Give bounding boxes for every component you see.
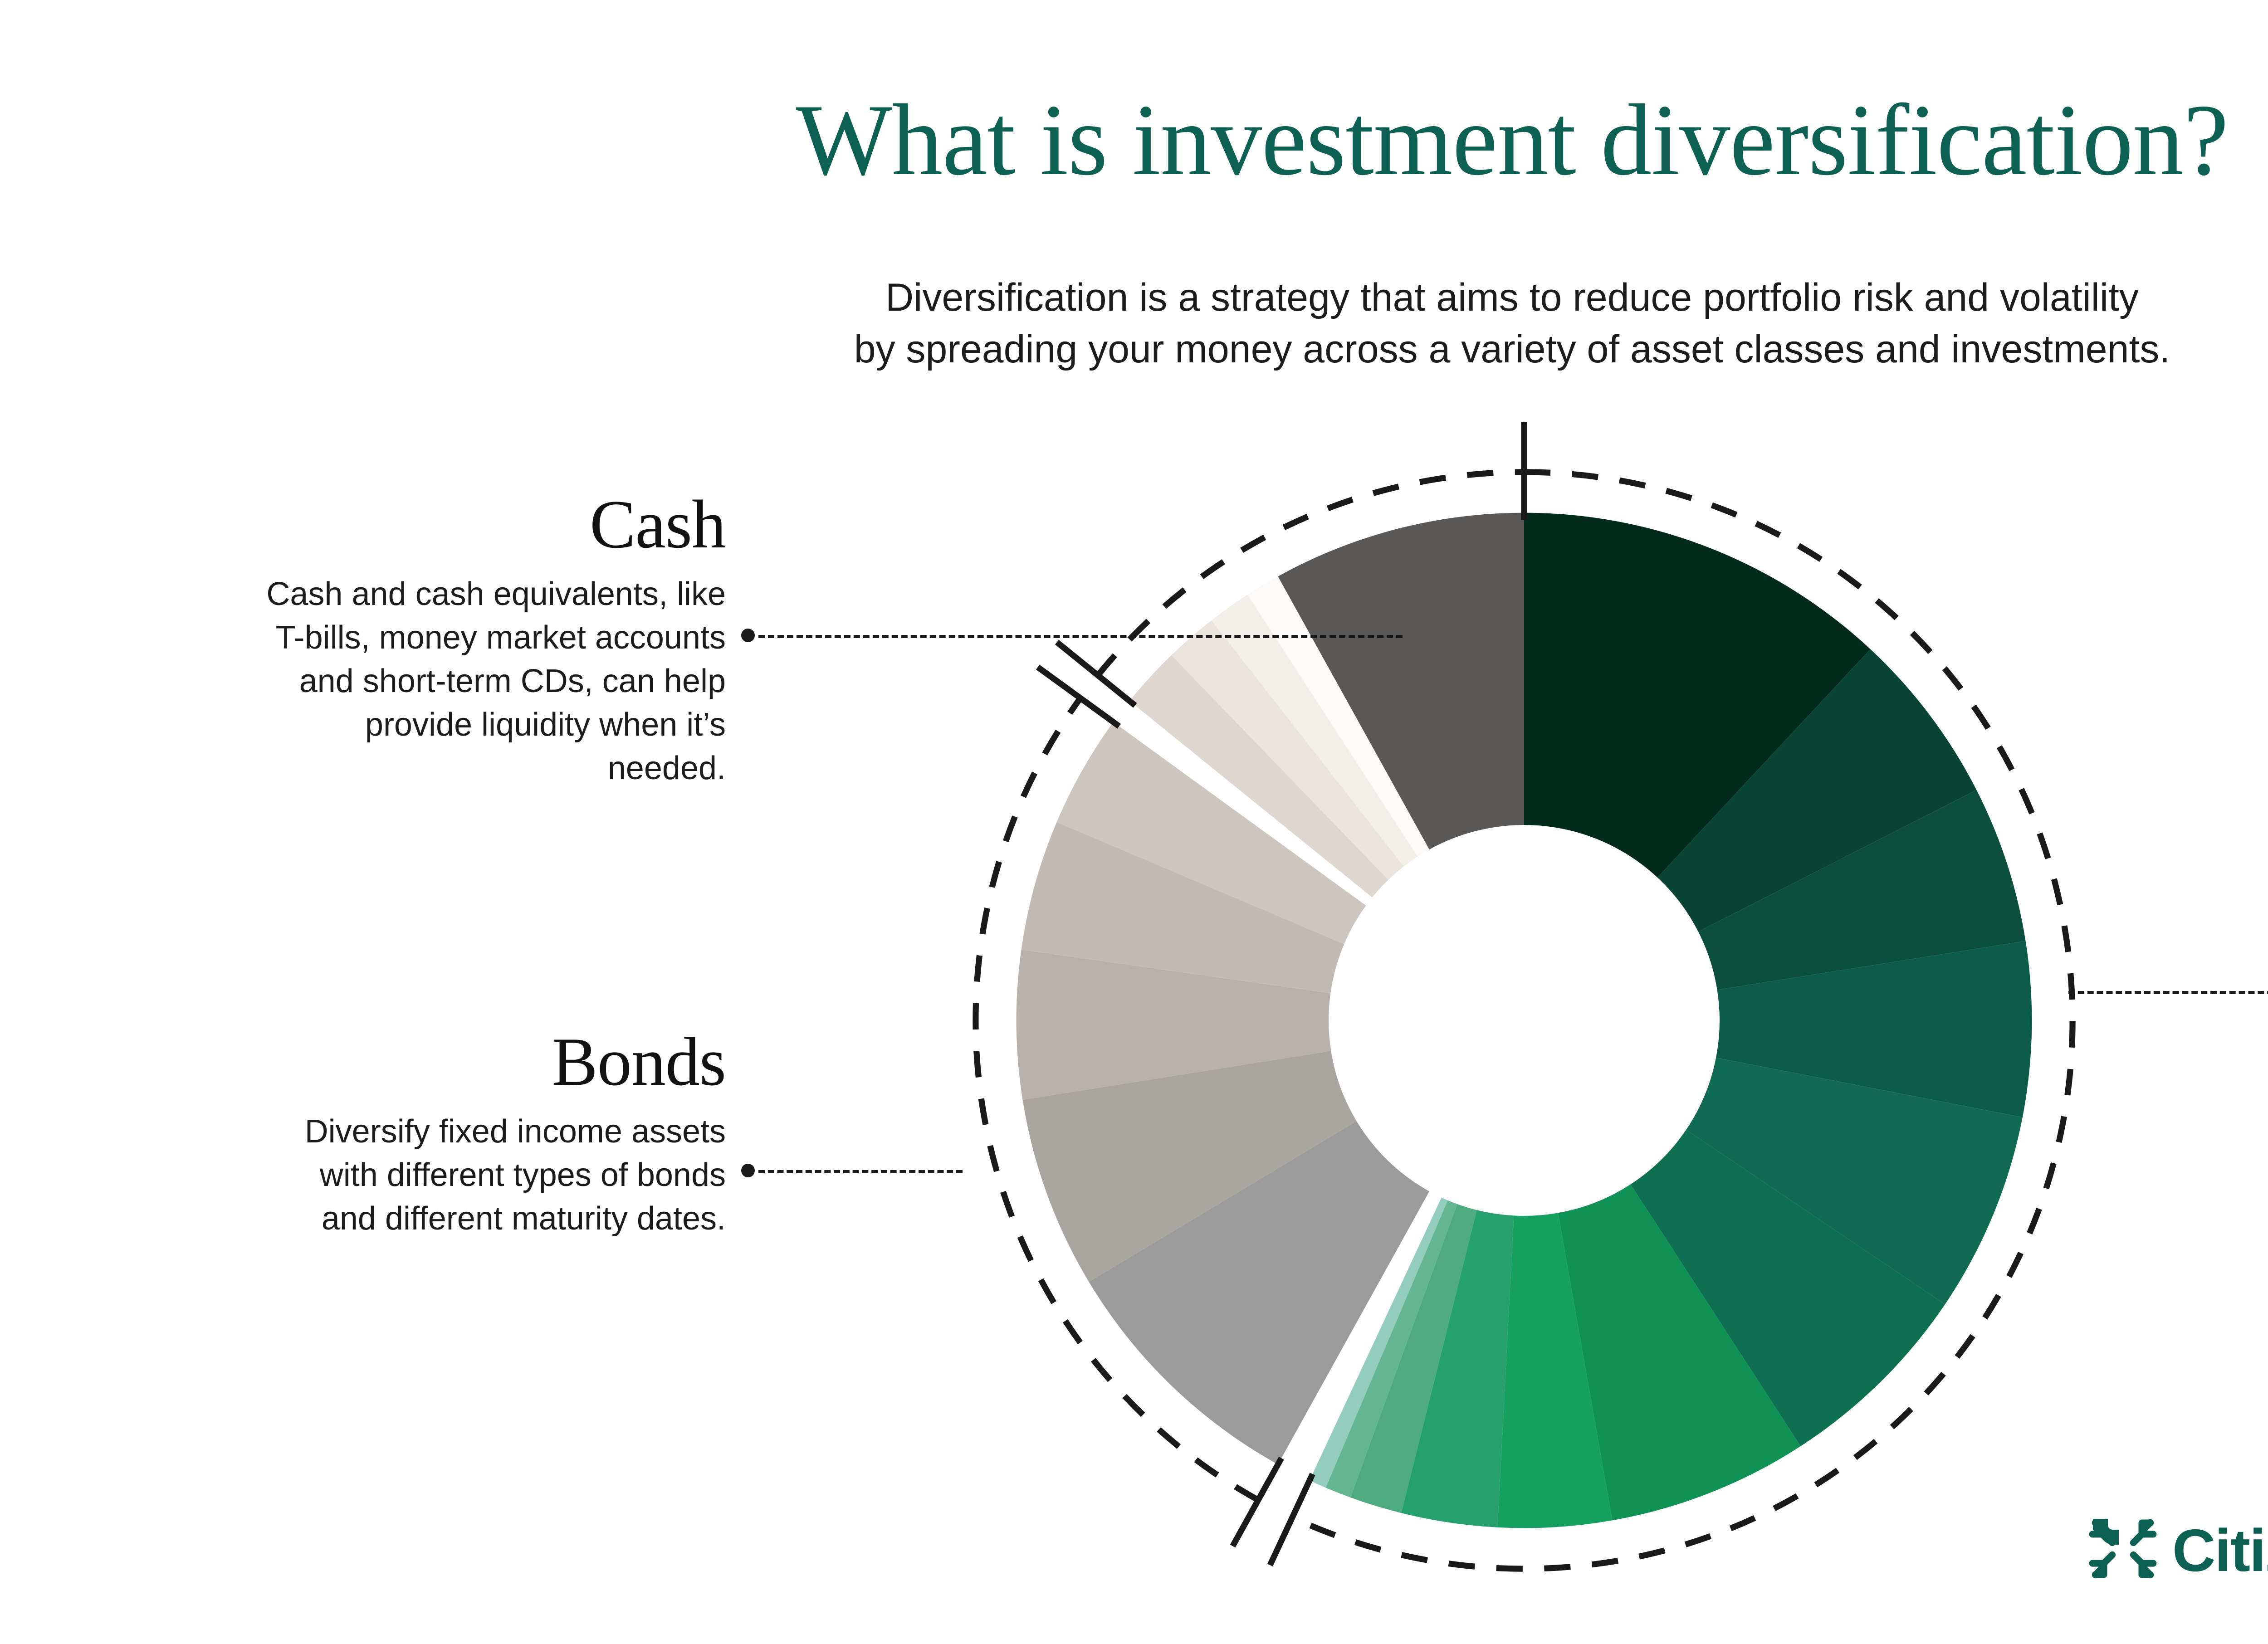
group-bracket-arc [1291, 469, 2076, 1572]
donut-slice[interactable] [1211, 595, 1418, 867]
page-subtitle: Diversification is a strategy that aims … [0, 272, 2268, 375]
group-bracket-tick [1055, 639, 1137, 708]
donut-slice[interactable] [1022, 1051, 1357, 1282]
donut-slice[interactable] [1657, 649, 1977, 932]
callout-bonds-body: Diversify fixed income assets with diffe… [304, 1113, 726, 1237]
donut-slice[interactable] [1016, 950, 1331, 1100]
citizens-wordmark: Citizens® [2172, 1521, 2268, 1581]
donut-slice[interactable] [1325, 1200, 1457, 1498]
donut-slice[interactable] [1247, 576, 1430, 857]
donut-slice[interactable] [1524, 512, 1871, 878]
donut-slice[interactable] [1630, 1129, 1945, 1446]
donut-slice[interactable] [1089, 1121, 1430, 1465]
group-bracket-tick [1230, 1456, 1284, 1548]
citizens-wealth-management-logo: Citizens® WEALTH MANAGEMENT [2089, 1508, 2268, 1590]
leader-line-cash [758, 635, 1403, 638]
group-bracket-tick [1267, 1473, 1315, 1566]
donut-slice[interactable] [1309, 1197, 1448, 1488]
donut-slice[interactable] [1171, 620, 1404, 880]
donut-slice[interactable] [1129, 655, 1388, 898]
citizens-brand-mark-icon [2089, 1519, 2157, 1579]
callout-bonds: Bonds Diversify fixed income assets with… [299, 1027, 726, 1240]
group-bracket-tick [1036, 664, 1121, 729]
donut-center-hole [1329, 825, 1720, 1216]
page-title: What is investment diversification? [796, 83, 2229, 196]
group-bracket-annotations [973, 422, 2076, 1572]
donut-slice[interactable] [1716, 941, 2032, 1117]
group-bracket-arc [1095, 469, 1525, 678]
subtitle-line-2: by spreading your money across a variety… [854, 327, 2170, 371]
donut-slice[interactable] [1021, 822, 1344, 994]
leader-line-bonds [758, 1170, 963, 1173]
callout-cash: Cash Cash and cash equivalents, like T-b… [254, 490, 726, 790]
leader-dot-bonds [741, 1164, 755, 1177]
callout-cash-body: Cash and cash equivalents, like T-bills,… [266, 576, 726, 787]
donut-slice-group [1016, 512, 2032, 1528]
donut-slice[interactable] [1698, 790, 2026, 990]
leader-dot-cash [741, 629, 755, 642]
group-bracket-arc [973, 696, 1260, 1503]
donut-slice[interactable] [1686, 1058, 2023, 1304]
callout-cash-heading: Cash [590, 486, 726, 562]
donut-slice[interactable] [1350, 1204, 1477, 1513]
leader-line-stocks [2068, 991, 2268, 994]
subtitle-line-1: Diversification is a strategy that aims … [885, 276, 2139, 319]
diversification-donut-chart [925, 422, 2123, 1619]
donut-slice[interactable] [1056, 722, 1366, 944]
donut-slice[interactable] [1278, 512, 1524, 850]
donut-slice[interactable] [1558, 1184, 1801, 1521]
callout-bonds-heading: Bonds [552, 1024, 726, 1100]
donut-slice[interactable] [1497, 1213, 1613, 1528]
citizens-wordmark-text: Citizens [2172, 1517, 2268, 1584]
donut-svg [973, 422, 2076, 1572]
donut-slice[interactable] [1401, 1210, 1514, 1527]
